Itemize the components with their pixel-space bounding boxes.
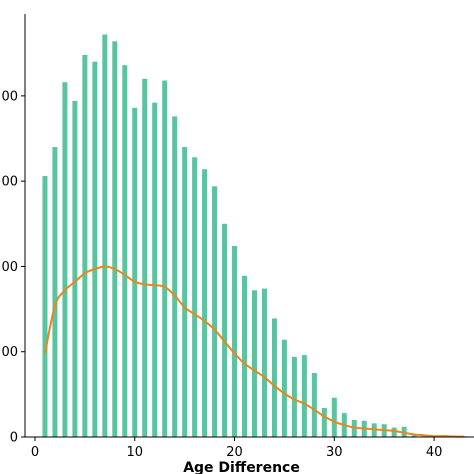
bar-11 bbox=[142, 78, 148, 437]
density-line bbox=[43, 265, 465, 438]
bar-28 bbox=[311, 373, 317, 437]
y-tick-label: 00 bbox=[1, 260, 18, 275]
bar-9 bbox=[122, 65, 128, 438]
x-tick-label: 0 bbox=[31, 445, 39, 460]
bar-8 bbox=[112, 41, 118, 437]
bar-18 bbox=[212, 186, 218, 437]
bar-27 bbox=[301, 355, 307, 437]
bar-25 bbox=[281, 339, 287, 437]
bar-7 bbox=[102, 34, 108, 437]
y-tick-label: 0 bbox=[10, 431, 18, 446]
bar-36 bbox=[391, 427, 397, 437]
x-axis-title: Age Difference bbox=[183, 460, 300, 474]
bar-5 bbox=[82, 54, 88, 437]
bars bbox=[42, 34, 467, 438]
bar-16 bbox=[192, 157, 198, 437]
bar-4 bbox=[72, 100, 78, 438]
bar-22 bbox=[251, 290, 257, 437]
x-tick-label: 30 bbox=[326, 445, 343, 460]
bar-19 bbox=[222, 223, 228, 437]
x-tick-label: 10 bbox=[126, 445, 143, 460]
bar-24 bbox=[271, 318, 277, 437]
bar-17 bbox=[202, 169, 208, 437]
bar-2 bbox=[52, 147, 58, 438]
bar-20 bbox=[232, 245, 238, 437]
bar-1 bbox=[42, 176, 48, 438]
y-tick-label: 00 bbox=[1, 345, 18, 360]
bar-23 bbox=[261, 288, 267, 437]
bar-15 bbox=[182, 147, 188, 438]
bar-29 bbox=[321, 408, 327, 437]
bar-21 bbox=[242, 275, 248, 437]
bar-14 bbox=[172, 116, 178, 437]
bar-13 bbox=[162, 80, 168, 438]
bar-3 bbox=[62, 82, 68, 437]
y-tick-label: 00 bbox=[1, 89, 18, 104]
bar-12 bbox=[152, 102, 158, 437]
y-tick-label: 00 bbox=[1, 175, 18, 190]
bar-38 bbox=[411, 435, 417, 437]
x-ticks: 0 10 20 30 40 bbox=[31, 437, 443, 460]
bar-6 bbox=[92, 61, 98, 437]
x-tick-label: 40 bbox=[426, 445, 443, 460]
bar-30 bbox=[331, 397, 337, 437]
x-tick-label: 20 bbox=[226, 445, 243, 460]
bar-10 bbox=[132, 107, 138, 437]
bar-26 bbox=[291, 356, 297, 437]
